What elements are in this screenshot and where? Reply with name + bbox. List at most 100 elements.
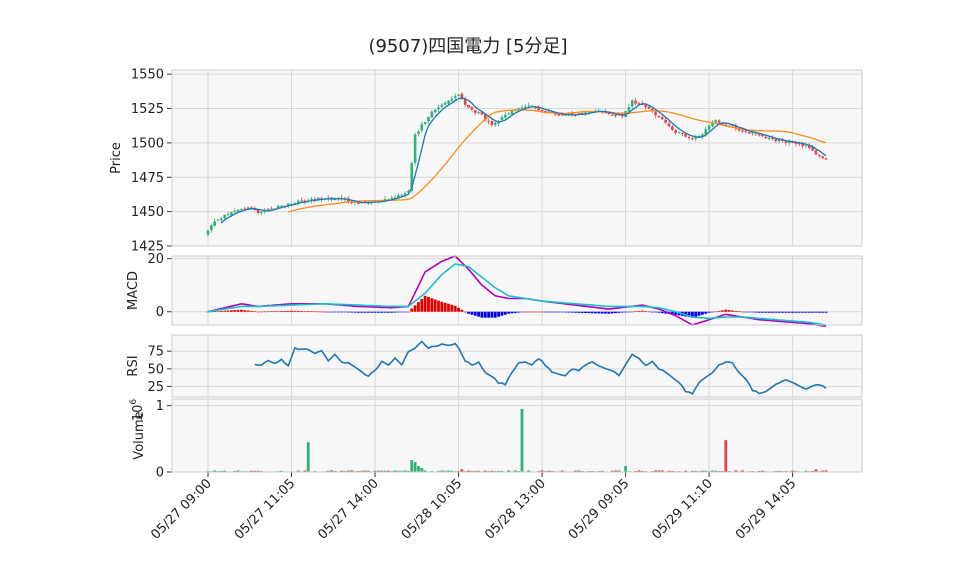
candle-body bbox=[707, 125, 711, 130]
candle-body bbox=[570, 112, 574, 115]
candle-body bbox=[417, 131, 420, 134]
volume-bar bbox=[704, 470, 708, 472]
volume-bar bbox=[660, 470, 664, 472]
macd-hist-bar bbox=[540, 311, 544, 313]
macd-hist-bar bbox=[280, 311, 283, 312]
candle-body bbox=[801, 142, 804, 147]
macd-hist-bar bbox=[647, 311, 651, 313]
macd-hist-bar bbox=[290, 310, 293, 312]
macd-hist-bar bbox=[590, 311, 594, 314]
candle-body bbox=[664, 119, 667, 123]
x-tick-label: 05/28 13:00 bbox=[482, 476, 549, 543]
macd-hist-bar bbox=[397, 311, 400, 313]
volume-bar bbox=[734, 470, 738, 472]
candle-body bbox=[711, 122, 714, 127]
macd-hist-bar bbox=[236, 309, 240, 312]
candle-body bbox=[250, 207, 253, 209]
candle-body bbox=[276, 205, 280, 208]
candle-body bbox=[754, 132, 758, 134]
volume-bar bbox=[741, 470, 744, 472]
candle-body bbox=[480, 111, 484, 115]
volume-bar bbox=[727, 470, 731, 472]
macd-hist-bar bbox=[774, 311, 778, 313]
macd-hist-bar bbox=[407, 311, 410, 313]
candle-body bbox=[300, 200, 303, 202]
volume-bar bbox=[400, 470, 404, 472]
macd-hist-bar bbox=[627, 311, 631, 313]
volume-bar bbox=[250, 470, 253, 472]
volume-bar bbox=[724, 440, 728, 472]
candle-body bbox=[517, 108, 520, 110]
macd-hist-bar bbox=[313, 311, 317, 313]
macd-hist-bar bbox=[473, 311, 477, 316]
macd-hist-bar bbox=[433, 299, 437, 312]
macd-hist-bar bbox=[757, 311, 761, 313]
macd-hist-bar bbox=[664, 311, 668, 314]
macd-hist-bar bbox=[533, 311, 537, 313]
volume-bar bbox=[690, 470, 694, 472]
macd-hist-bar bbox=[380, 311, 384, 313]
candle-body bbox=[226, 214, 230, 216]
volume-bar bbox=[457, 470, 460, 472]
volume-bar bbox=[617, 470, 621, 472]
macd-hist-bar bbox=[801, 311, 805, 313]
candle-body bbox=[527, 105, 530, 107]
candle-body bbox=[333, 199, 337, 201]
volume-bar bbox=[443, 470, 447, 472]
panel-frame-rsi bbox=[171, 334, 863, 398]
candle-body bbox=[771, 137, 774, 139]
volume-bar bbox=[213, 470, 217, 472]
candle-body bbox=[403, 193, 407, 195]
candle-body bbox=[507, 113, 510, 115]
volume-bar bbox=[513, 470, 517, 472]
y-tick-label: 20 bbox=[147, 252, 164, 267]
candle-body bbox=[423, 121, 427, 124]
candle-body bbox=[487, 120, 490, 122]
macd-hist-bar bbox=[450, 304, 454, 312]
macd-hist-bar bbox=[711, 311, 714, 313]
candle-body bbox=[493, 122, 497, 125]
volume-bar bbox=[477, 470, 480, 472]
macd-hist-bar bbox=[413, 305, 417, 312]
macd-hist-bar bbox=[560, 311, 564, 313]
macd-hist-bar bbox=[403, 311, 407, 313]
macd-hist-bar bbox=[744, 311, 748, 313]
macd-hist-bar bbox=[724, 309, 728, 312]
macd-hist-bar bbox=[797, 311, 801, 313]
candle-body bbox=[741, 130, 744, 132]
macd-hist-bar bbox=[704, 311, 708, 314]
volume-bar bbox=[577, 470, 581, 472]
ma-short-line bbox=[220, 97, 827, 224]
candle-body bbox=[430, 111, 434, 118]
volume-bar bbox=[219, 470, 223, 472]
volume-bar bbox=[373, 470, 377, 472]
macd-hist-bar bbox=[731, 310, 734, 312]
macd-hist-bar bbox=[423, 295, 427, 312]
macd-hist-bar bbox=[343, 311, 347, 313]
volume-bar bbox=[540, 470, 544, 472]
macd-hist-bar bbox=[607, 311, 611, 314]
macd-hist-bar bbox=[650, 311, 654, 313]
candle-body bbox=[717, 120, 721, 123]
candle-body bbox=[457, 94, 460, 96]
macd-hist-bar bbox=[587, 311, 591, 314]
volume-bar bbox=[520, 408, 524, 472]
candle-body bbox=[283, 205, 287, 207]
macd-hist-bar bbox=[276, 311, 280, 312]
macd-hist-bar bbox=[824, 311, 828, 313]
macd-hist-bar bbox=[293, 310, 297, 312]
candle-body bbox=[744, 130, 748, 132]
candle-body bbox=[787, 141, 791, 144]
candle-body bbox=[524, 106, 527, 109]
candle-body bbox=[547, 110, 551, 112]
macd-hist-bar bbox=[477, 311, 480, 317]
macd-hist-bar bbox=[644, 311, 648, 312]
macd-hist-bar bbox=[323, 311, 327, 313]
candle-body bbox=[721, 123, 724, 125]
macd-hist-bar bbox=[263, 311, 267, 313]
candle-body bbox=[450, 98, 454, 101]
candle-body bbox=[490, 121, 494, 125]
macd-hist-bar bbox=[246, 310, 250, 312]
macd-hist-bar bbox=[791, 311, 794, 313]
macd-hist-bar bbox=[777, 311, 781, 313]
